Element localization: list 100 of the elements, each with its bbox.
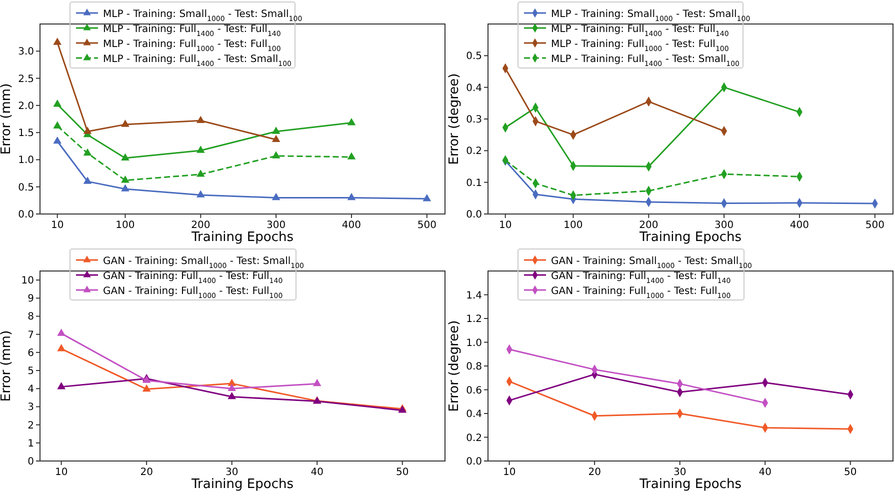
point: [272, 192, 280, 200]
point: [83, 148, 92, 156]
x-tick-label: 200: [639, 220, 658, 231]
y-tick-label: 0.3: [466, 114, 482, 126]
legend-label: GAN - Training: Full$_{1400}$ - Test: Full$_{140}$: [551, 271, 731, 285]
point: [196, 190, 205, 198]
y-tick-label: 2.5: [18, 74, 34, 85]
x-tick-label: 40: [758, 467, 772, 478]
legend-label: GAN - Training: Small$_{1000}$ - Test: Small$_{100}$: [103, 256, 304, 270]
legend-label: GAN - Training: Full$_{1000}$ - Test: Full$_{100}$: [551, 286, 731, 300]
y-tick-label: 10: [21, 276, 34, 287]
y-tick-label: 0.8: [466, 362, 482, 372]
y-tick-label: 0.6: [466, 385, 482, 396]
y-tick-label: 8: [28, 312, 34, 323]
point: [272, 126, 280, 134]
y-axis-title: Error (mm): [0, 330, 14, 402]
y-tick-label: 0: [28, 456, 34, 468]
point: [347, 118, 356, 126]
point: [196, 146, 205, 153]
x-tick-label: 50: [844, 467, 857, 478]
x-tick-label: 500: [865, 220, 884, 231]
legend-label: MLP - Training: Full$_{1000}$ - Test: Full$_{100}$: [551, 39, 729, 53]
legend-label: MLP - Training: Small$_{1000}$ - Test: Small$_{100}$: [551, 9, 750, 23]
y-tick-label: 0.5: [18, 182, 34, 194]
point: [228, 384, 236, 392]
x-tick-label: 200: [191, 220, 210, 231]
y-axis-title: Error (degree): [447, 73, 462, 165]
legend-label: MLP - Training: Full$_{1000}$ - Test: Full$_{100}$: [103, 39, 281, 53]
point: [83, 176, 92, 184]
y-tick-label: 2: [28, 420, 34, 432]
legend-label: GAN - Training: Small$_{1000}$ - Test: Small$_{100}$: [551, 256, 752, 270]
x-tick-label: 300: [266, 220, 286, 231]
y-tick-label: 3.0: [18, 46, 34, 58]
point: [57, 344, 66, 352]
y-tick-label: 0.0: [466, 210, 482, 220]
x-tick-label: 400: [790, 220, 810, 231]
point: [53, 38, 62, 45]
x-tick-label: 10: [50, 220, 64, 231]
point: [228, 378, 236, 386]
y-tick-label: 1.0: [18, 155, 34, 166]
y-tick-label: 0.5: [466, 51, 482, 62]
point: [347, 152, 356, 160]
y-tick-label: 0.2: [466, 432, 482, 444]
x-axis-title: Training Epochs: [638, 230, 742, 245]
legend-label: MLP - Training: Full$_{1400}$ - Test: Small$_{100}$: [103, 54, 292, 68]
y-tick-label: 4: [28, 384, 34, 396]
x-tick-label: 10: [502, 467, 516, 478]
x-tick-label: 10: [498, 220, 512, 231]
point: [347, 192, 356, 200]
point: [142, 384, 151, 392]
point: [121, 176, 130, 183]
legend-label: GAN - Training: Full$_{1400}$ - Test: Full$_{140}$: [103, 271, 283, 285]
y-tick-label: 0.0: [18, 210, 34, 220]
point: [53, 121, 62, 128]
point: [228, 392, 236, 400]
legend-label: MLP - Training: Full$_{1400}$ - Test: Small$_{100}$: [551, 54, 740, 68]
y-tick-label: 0.4: [466, 82, 482, 94]
x-axis-title: Training Epochs: [638, 477, 742, 492]
y-tick-label: 5: [28, 366, 34, 378]
x-axis-title: Training Epochs: [190, 230, 294, 245]
y-tick-label: 1.5: [18, 128, 34, 140]
y-axis-title: Error (degree): [447, 320, 462, 412]
y-tick-label: 1.4: [466, 290, 482, 302]
point: [121, 184, 130, 192]
y-tick-label: 7: [28, 330, 34, 341]
x-tick-label: 20: [588, 467, 601, 478]
y-tick-label: 1.2: [466, 314, 482, 325]
x-tick-label: 50: [396, 467, 409, 478]
point: [83, 126, 92, 134]
y-tick-label: 3: [28, 402, 34, 414]
x-tick-label: 100: [564, 220, 583, 231]
y-tick-label: 1.0: [466, 338, 482, 349]
x-tick-label: 300: [714, 220, 734, 231]
legend-label: MLP - Training: Small$_{1000}$ - Test: Small$_{100}$: [103, 9, 302, 23]
x-tick-label: 30: [225, 467, 238, 478]
x-tick-label: 20: [140, 467, 153, 478]
legend-label: MLP - Training: Full$_{1400}$ - Test: Full$_{140}$: [551, 24, 729, 38]
point: [53, 136, 62, 144]
point: [196, 170, 205, 177]
point: [121, 153, 130, 160]
y-tick-label: 1: [28, 438, 34, 450]
x-tick-label: 10: [54, 467, 68, 478]
x-tick-label: 500: [417, 220, 436, 231]
point: [53, 100, 62, 107]
point: [57, 328, 66, 336]
y-tick-label: 0.2: [466, 146, 482, 158]
legend-label: GAN - Training: Full$_{1000}$ - Test: Full$_{100}$: [103, 286, 283, 300]
y-axis-title: Error (mm): [0, 83, 14, 155]
point: [272, 134, 280, 142]
y-tick-label: 9: [28, 294, 34, 305]
x-tick-label: 100: [116, 220, 135, 231]
x-axis-title: Training Epochs: [190, 477, 294, 492]
point: [422, 194, 432, 202]
x-tick-label: 400: [342, 220, 362, 231]
point: [57, 382, 66, 390]
point: [272, 151, 280, 158]
y-tick-label: 6: [28, 348, 34, 359]
legend-label: MLP - Training: Full$_{1400}$ - Test: Full$_{140}$: [103, 24, 281, 38]
point: [196, 116, 205, 124]
y-tick-label: 0.0: [466, 456, 482, 468]
